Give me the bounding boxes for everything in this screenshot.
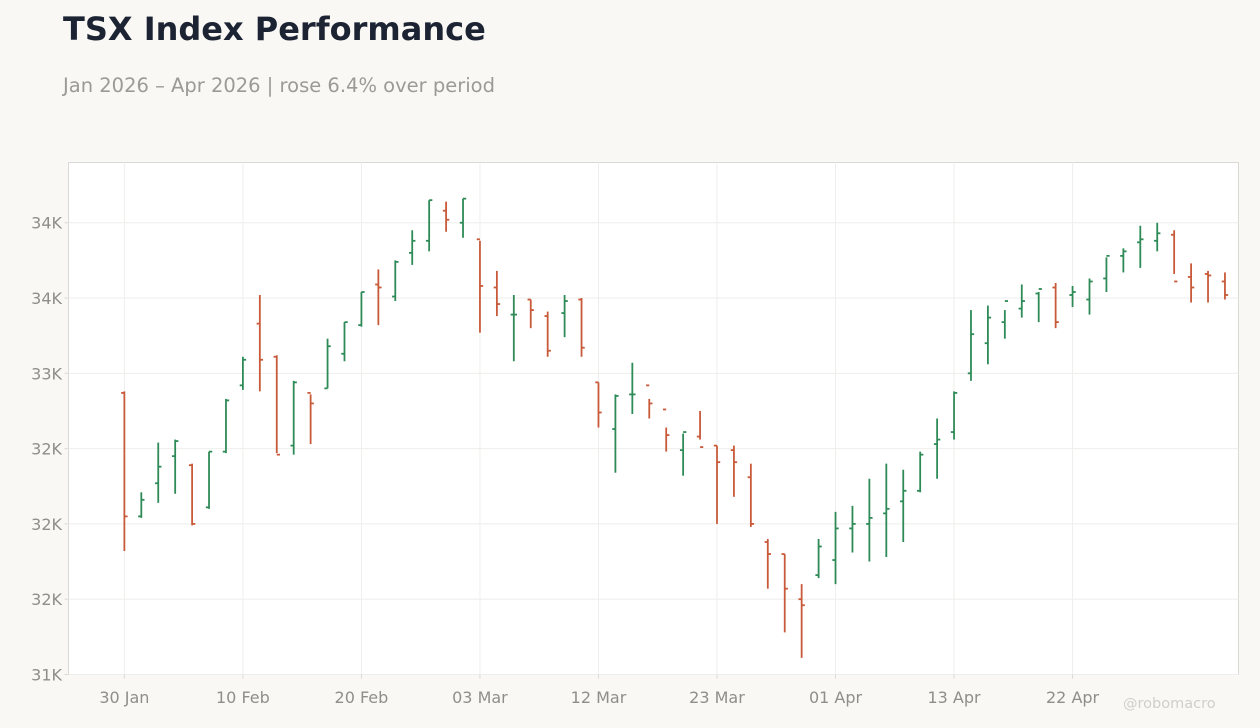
y-axis: 31K 32K 32K 32K 33K 34K 34K xyxy=(31,214,69,685)
ohlc-bar xyxy=(493,270,501,317)
x-tick-label: 12 Mar xyxy=(571,688,627,707)
ohlc-bar xyxy=(290,380,297,455)
ohlc-bar xyxy=(1052,282,1059,329)
plot-background xyxy=(68,162,1239,675)
y-tick-label: 31K xyxy=(31,666,62,685)
ohlc-bar xyxy=(256,295,264,392)
ohlc-bar xyxy=(1187,263,1195,303)
ohlc-bar xyxy=(171,439,179,494)
x-axis: 30 Jan 10 Feb 20 Feb 03 Mar 12 Mar 23 Mar 01 A… xyxy=(99,674,1100,707)
ohlc-bar xyxy=(409,230,416,265)
ohlc-bar xyxy=(646,384,653,419)
ohlc-bar xyxy=(1103,254,1110,293)
ohlc-bar xyxy=(442,201,450,232)
ohlc-bar xyxy=(662,408,670,452)
y-tick-label: 32K xyxy=(31,590,62,609)
ohlc-bar xyxy=(815,538,822,579)
x-tick-label: 23 Mar xyxy=(689,688,745,707)
ohlc-bar xyxy=(747,463,755,527)
ohlc-bar xyxy=(578,298,585,357)
ohlc-bar xyxy=(933,418,941,479)
ohlc-bar xyxy=(1086,278,1093,315)
ohlc-bar xyxy=(696,410,704,449)
ohlc-bar xyxy=(425,199,433,252)
x-tick-label: 10 Feb xyxy=(216,688,270,707)
x-tick-label: 13 Apr xyxy=(927,688,981,707)
ohlc-bar xyxy=(984,305,992,365)
chart-subtitle: Jan 2026 – Apr 2026 | rose 6.4% over per… xyxy=(63,74,495,97)
ohlc-bar xyxy=(1154,222,1161,252)
watermark: @robomacro xyxy=(1123,696,1216,712)
ohlc-bar xyxy=(307,391,314,445)
ohlc-bar xyxy=(612,394,619,473)
ohlc-bar xyxy=(866,478,873,562)
x-tick-label: 20 Feb xyxy=(335,688,389,707)
ohlc-bar xyxy=(392,260,399,302)
y-tick-label: 34K xyxy=(31,214,62,233)
ohlc-bar xyxy=(476,238,484,333)
ohlc-bar xyxy=(781,553,788,633)
ohlc-bar xyxy=(900,469,907,542)
ohlc-bar xyxy=(595,381,602,428)
ohlc-bar xyxy=(798,584,805,658)
ohlc-bar xyxy=(138,492,145,518)
ohlc-bar xyxy=(883,463,890,558)
chart-title: TSX Index Performance xyxy=(63,10,486,48)
ohlc-bar xyxy=(967,310,975,381)
ohlc-bar xyxy=(629,362,636,414)
ohlc-bar xyxy=(1120,248,1127,273)
ohlc-bar xyxy=(121,391,128,552)
ohlc-bar xyxy=(188,463,196,526)
ohlc-bar xyxy=(730,445,738,497)
ohlc-bar xyxy=(561,295,568,338)
ohlc-bar xyxy=(155,442,162,503)
ohlc-bar xyxy=(1035,288,1042,323)
ohlc-bar xyxy=(1137,225,1144,268)
ohlc-bars xyxy=(121,197,1229,658)
y-tick-label: 32K xyxy=(31,515,62,534)
ohlc-bar xyxy=(544,311,551,357)
ohlc-bar xyxy=(222,398,230,454)
x-tick-label: 03 Mar xyxy=(452,688,508,707)
y-tick-label: 34K xyxy=(31,289,62,308)
ohlc-bar xyxy=(832,511,839,585)
ohlc-bar xyxy=(1069,285,1076,308)
ohlc-bar xyxy=(1221,272,1229,300)
ohlc-bar xyxy=(679,431,687,476)
ohlc-bar xyxy=(375,269,382,326)
ohlc-bar xyxy=(205,450,213,509)
ohlc-bar xyxy=(764,538,771,589)
y-tick-label: 33K xyxy=(31,364,62,383)
ohlc-bar xyxy=(950,391,958,440)
ohlc-bar xyxy=(273,355,280,456)
x-tick-label: 22 Apr xyxy=(1046,688,1100,707)
ohlc-bar xyxy=(239,356,247,390)
gridlines xyxy=(68,162,1239,675)
ohlc-bar xyxy=(1001,300,1009,339)
ohlc-bar xyxy=(324,338,331,390)
ohlc-bar xyxy=(1170,230,1178,283)
ohlc-bar xyxy=(510,295,518,362)
y-tick-label: 32K xyxy=(31,440,62,459)
x-tick-label: 01 Apr xyxy=(809,688,863,707)
ohlc-bar xyxy=(358,291,365,327)
ohlc-bar xyxy=(527,298,534,329)
ohlc-bar xyxy=(459,197,467,238)
ohlc-bar xyxy=(849,505,856,553)
ohlc-bar xyxy=(1204,270,1212,303)
ohlc-bar xyxy=(341,321,348,362)
ohlc-bar xyxy=(916,451,924,493)
ohlc-bar xyxy=(1018,284,1025,318)
ohlc-bar xyxy=(713,444,721,524)
x-tick-label: 30 Jan xyxy=(99,688,149,707)
